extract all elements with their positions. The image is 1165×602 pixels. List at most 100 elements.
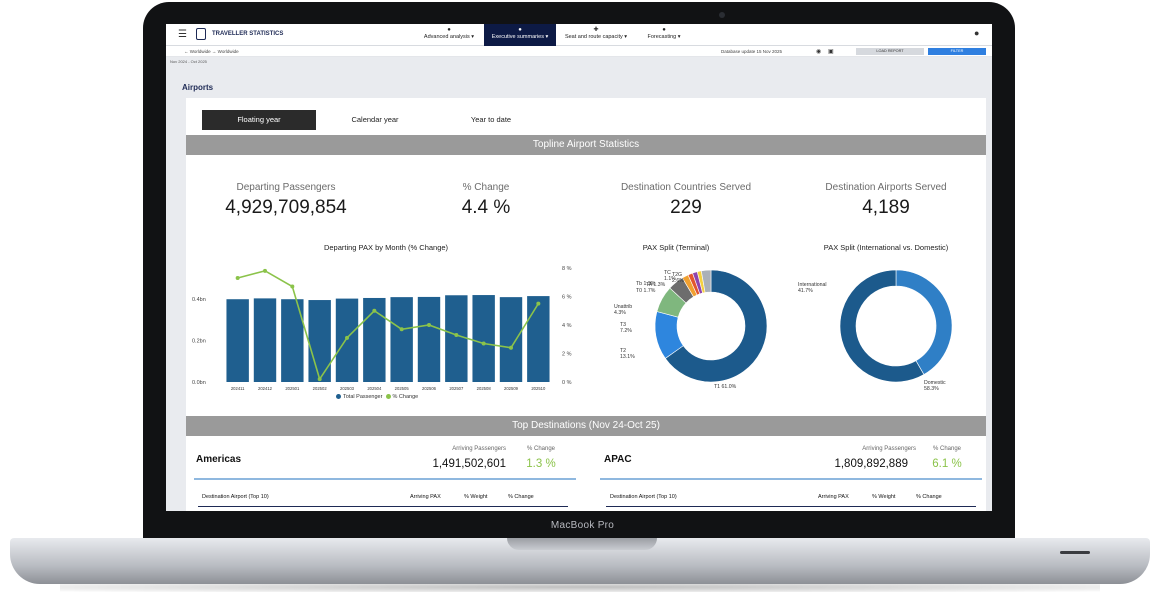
airports-panel: Floating year Calendar year Year to date… [186, 98, 986, 511]
speaker-slot [1060, 551, 1090, 554]
table-header-destination[interactable]: Destination Airport (Top 10) [202, 494, 269, 500]
camera-icon [719, 12, 725, 18]
nav-seat-route-capacity[interactable]: ✚ Seat and route capacity ▾ [558, 24, 634, 46]
slice-label: Domestic [924, 380, 946, 386]
slice-label: 41.7% [798, 288, 813, 294]
y-left-tick-label: 0.0bn [192, 380, 206, 386]
donut-slice [895, 269, 953, 375]
bar [472, 295, 495, 382]
tab-year-to-date[interactable]: Year to date [470, 115, 512, 124]
departing-pax-chart: 0.4bn 0.2bn 0.0bn 8 % 6 % 4 % 2 % 0 % 202411 2024… [192, 266, 572, 391]
y-right-tick-label: 0 % [562, 380, 572, 386]
filter-button[interactable]: FILTER [928, 48, 986, 55]
x-tick-label: 202509 [504, 386, 519, 391]
nav-advanced-analysis[interactable]: ● Advanced analysis ▾ [418, 24, 480, 46]
x-tick-label: 202505 [395, 386, 410, 391]
slice-label: 13.1% [620, 354, 635, 360]
laptop-brand-label: MacBook Pro [550, 520, 615, 531]
load-report-button[interactable]: LOAD REPORT [856, 48, 924, 55]
donut-slice [664, 269, 768, 383]
summary-icon: ● [518, 27, 522, 33]
kpi-airports-label: Destination Airports Served [825, 182, 947, 193]
table-header-weight[interactable]: % Weight [464, 494, 488, 500]
legend-bar-swatch [336, 394, 341, 400]
share-icon[interactable]: ◉ [816, 49, 822, 55]
nav-executive-summaries[interactable]: ● Executive summaries ▾ [484, 24, 556, 46]
nav-forecasting[interactable]: ● Forecasting ▾ [638, 24, 690, 46]
menu-icon[interactable]: ☰ [178, 29, 187, 40]
line-point [345, 335, 349, 340]
bar [226, 299, 249, 382]
nav-label: Advanced analysis ▾ [423, 34, 475, 40]
y-right-tick-label: 8 % [562, 266, 572, 272]
tab-calendar-year[interactable]: Calendar year [351, 115, 399, 124]
x-tick-label: 202503 [340, 386, 355, 391]
slice-label: Tb 1.3% [636, 281, 656, 287]
slice-label: 58.3% [924, 386, 939, 392]
line-point [399, 327, 404, 332]
nav-label: Executive summaries ▾ [491, 34, 549, 40]
slice-label: TC [664, 270, 671, 276]
x-tick-label: 202508 [477, 386, 492, 391]
slice-label: TA 1.3% [646, 282, 666, 288]
table-header-weight[interactable]: % Weight [872, 494, 896, 500]
line-point [263, 268, 267, 273]
slice-label: T2 [620, 348, 626, 354]
laptop-shadow [60, 582, 1100, 592]
y-left-tick-label: 0.2bn [192, 338, 206, 344]
legend-line-swatch [385, 394, 391, 400]
bar [445, 295, 468, 382]
table-header-change[interactable]: % Change [916, 494, 942, 500]
table-header-change[interactable]: % Change [508, 494, 534, 500]
table-header-rule [198, 506, 568, 507]
donut-slice [700, 269, 712, 293]
slice-label: T3 [620, 322, 626, 328]
kpi-change-label: % Change [462, 182, 510, 193]
line-point [536, 301, 541, 306]
x-tick-label: 202510 [531, 386, 546, 391]
bar [253, 298, 277, 382]
slice-label: T1 61.0% [714, 384, 737, 390]
region-apac-change-value: 6.1 % [932, 458, 962, 470]
region-americas-change-value: 1.3 % [526, 458, 556, 470]
user-account-icon[interactable]: ● [974, 28, 980, 38]
region-americas-arriving-value: 1,491,502,601 [432, 458, 506, 470]
date-range-text: Nov 2024 - Oct 2025 [170, 59, 207, 64]
x-tick-label: 202411 [231, 386, 245, 391]
topline-section-header: Topline Airport Statistics [186, 135, 986, 155]
region-apac-change-label: % Change [932, 446, 962, 452]
table-header-rule [606, 506, 976, 507]
line-point [454, 332, 459, 337]
breadcrumb[interactable]: ← Worldwide → Worldwide [184, 49, 239, 54]
region-apac-arriving-label: Arriving Passengers [862, 446, 916, 452]
database-update-text: Database update 15 Nov 2025 [721, 49, 783, 54]
top-navigation-bar: ☰ TRAVELLER STATISTICS ● Advanced analys… [166, 24, 992, 46]
kpi-change-value: 4.4 % [461, 197, 511, 218]
table-header-destination[interactable]: Destination Airport (Top 10) [610, 494, 677, 500]
slice-label: International [798, 282, 827, 288]
line-point [290, 284, 295, 289]
kpi-airports-value: 4,189 [862, 197, 910, 218]
line-point [372, 308, 377, 313]
region-apac-arriving-value: 1,809,892,889 [834, 458, 908, 470]
line-point [509, 345, 513, 350]
line-point [481, 341, 486, 346]
print-icon[interactable]: ▣ [828, 49, 834, 55]
top-destinations-header: Top Destinations (Nov 24-Oct 25) [186, 416, 986, 436]
breadcrumb-bar: ← Worldwide → Worldwide Database update … [166, 46, 992, 57]
x-tick-label: 202506 [422, 386, 437, 391]
kpi-countries-value: 229 [670, 197, 702, 218]
chart-title-departing: Departing PAX by Month (% Change) [323, 243, 449, 252]
app-screen: ☰ TRAVELLER STATISTICS ● Advanced analys… [166, 24, 992, 511]
region-apac-name: APAC [604, 454, 632, 465]
chart-icon: ● [447, 27, 451, 33]
slice-label: 2.6% [672, 278, 684, 284]
line-point [427, 323, 431, 327]
table-header-arriving-pax[interactable]: Arriving PAX [410, 494, 441, 500]
tab-floating-year[interactable]: Floating year [202, 110, 316, 130]
slice-label: T0 1.7% [636, 288, 656, 294]
series-line [237, 269, 540, 382]
table-header-arriving-pax[interactable]: Arriving PAX [818, 494, 849, 500]
